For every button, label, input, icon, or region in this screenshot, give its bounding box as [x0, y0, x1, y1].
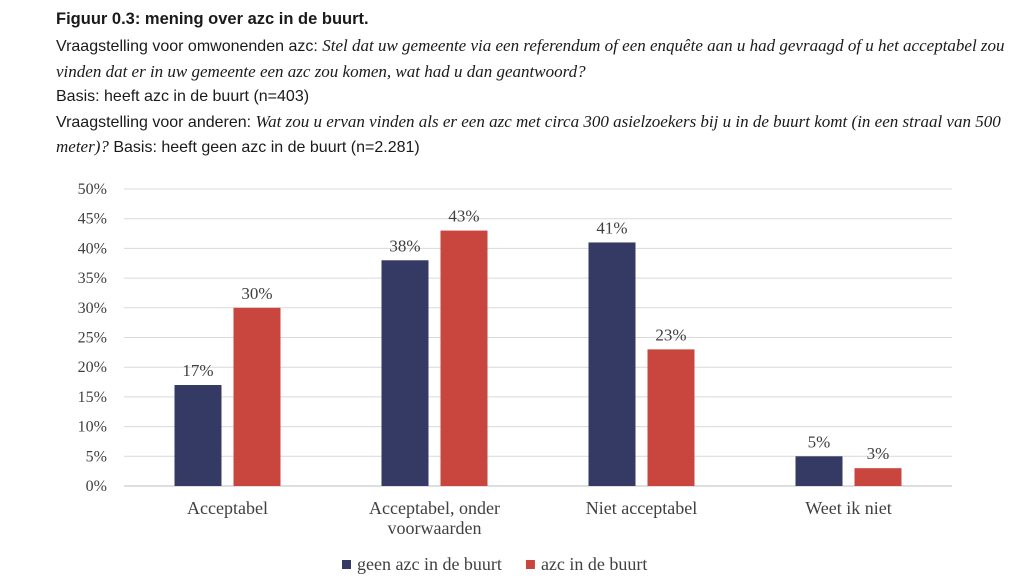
y-tick-label: 50% [78, 181, 107, 198]
y-tick-label: 15% [78, 389, 107, 406]
data-label: 30% [241, 284, 272, 303]
figure-header: Figuur 0.3: mening over azc in de buurt.… [56, 8, 1016, 161]
y-tick-label: 25% [78, 330, 107, 347]
data-label: 5% [808, 432, 831, 451]
bar [174, 385, 222, 486]
y-tick-label: 10% [78, 419, 107, 436]
question-others: Vraagstelling voor anderen: Wat zou u er… [56, 110, 1016, 161]
category-label: Acceptabel, onder [369, 498, 500, 518]
data-label: 43% [448, 207, 479, 226]
category-label: Weet ik niet [805, 498, 892, 518]
basis-others: Basis: heeft geen azc in de buurt (n=2.2… [108, 139, 420, 156]
data-label: 17% [182, 361, 213, 380]
data-label: 41% [596, 218, 627, 237]
data-label: 23% [655, 325, 686, 344]
question-residents-label: Vraagstelling voor omwonenden azc: [56, 38, 323, 55]
legend-swatch [342, 560, 351, 569]
question-others-text: Wat zou u ervan vinden als er een azc me… [56, 111, 1001, 157]
legend-label: azc in de buurt [541, 554, 647, 574]
question-residents: Vraagstelling voor omwonenden azc: Stel … [56, 34, 1016, 110]
category-label: Niet acceptabel [586, 498, 697, 518]
y-tick-label: 30% [78, 300, 107, 317]
legend-label: geen azc in de buurt [357, 554, 502, 574]
data-label: 3% [867, 444, 890, 463]
figure-title: Figuur 0.3: mening over azc in de buurt. [56, 10, 369, 28]
bar [233, 307, 281, 486]
y-tick-label: 0% [86, 478, 107, 495]
basis-residents: Basis: heeft azc in de buurt (n=403) [56, 88, 310, 105]
y-tick-label: 40% [78, 240, 107, 257]
y-tick-label: 5% [86, 448, 107, 465]
bar [795, 456, 843, 486]
bar [588, 242, 636, 486]
category-label: Acceptabel [187, 498, 268, 518]
legend-swatch [525, 560, 535, 569]
bar [440, 230, 488, 486]
y-tick-label: 20% [78, 359, 107, 376]
question-residents-text: Stel dat uw gemeente via een referendum … [56, 36, 1005, 81]
data-label: 38% [389, 236, 420, 255]
bar [381, 260, 429, 486]
bar [854, 468, 902, 486]
bar [647, 349, 695, 486]
y-tick-label: 45% [78, 211, 107, 228]
question-others-label: Vraagstelling voor anderen: [56, 113, 256, 131]
category-label: voorwaarden [388, 518, 482, 538]
y-tick-label: 35% [78, 270, 107, 287]
